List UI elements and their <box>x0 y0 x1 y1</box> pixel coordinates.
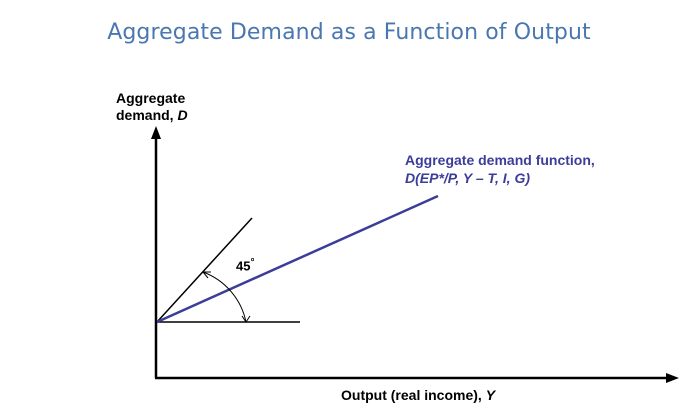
x-axis-symbol: Y <box>485 387 496 403</box>
y-axis-label-line1: Aggregate <box>116 90 186 106</box>
angle-label: 45° <box>236 257 254 273</box>
angle-value: 45 <box>236 258 251 274</box>
y-axis-label-text: demand, <box>116 107 178 123</box>
y-axis-label-line2: demand, D <box>116 107 188 124</box>
x-axis-label-text: Output (real income), <box>341 387 486 403</box>
function-label-line1: Aggregate demand function, <box>405 152 595 168</box>
slide-title: Aggregate Demand as a Function of Output <box>107 20 591 45</box>
angle-arc-arrow-bottom <box>241 315 251 323</box>
function-label-line2: D(EP*/P, Y – T, I, G) <box>405 169 595 187</box>
x-axis-arrowhead <box>666 373 679 383</box>
x-axis-label: Output (real income), Y <box>341 387 495 403</box>
function-label: Aggregate demand function, D(EP*/P, Y – … <box>405 151 595 187</box>
y-axis-symbol: D <box>177 107 188 123</box>
forty-five-degree-line <box>156 217 253 323</box>
function-formula: D(EP*/P, Y – T, I, G) <box>405 170 531 186</box>
angle-arc-arrow-top <box>201 271 211 279</box>
degree-symbol: ° <box>250 257 255 268</box>
y-axis-label: Aggregate demand, D <box>116 90 188 124</box>
y-axis-arrowhead <box>151 126 161 139</box>
aggregate-demand-line <box>156 194 439 324</box>
angle-arc <box>202 271 247 323</box>
